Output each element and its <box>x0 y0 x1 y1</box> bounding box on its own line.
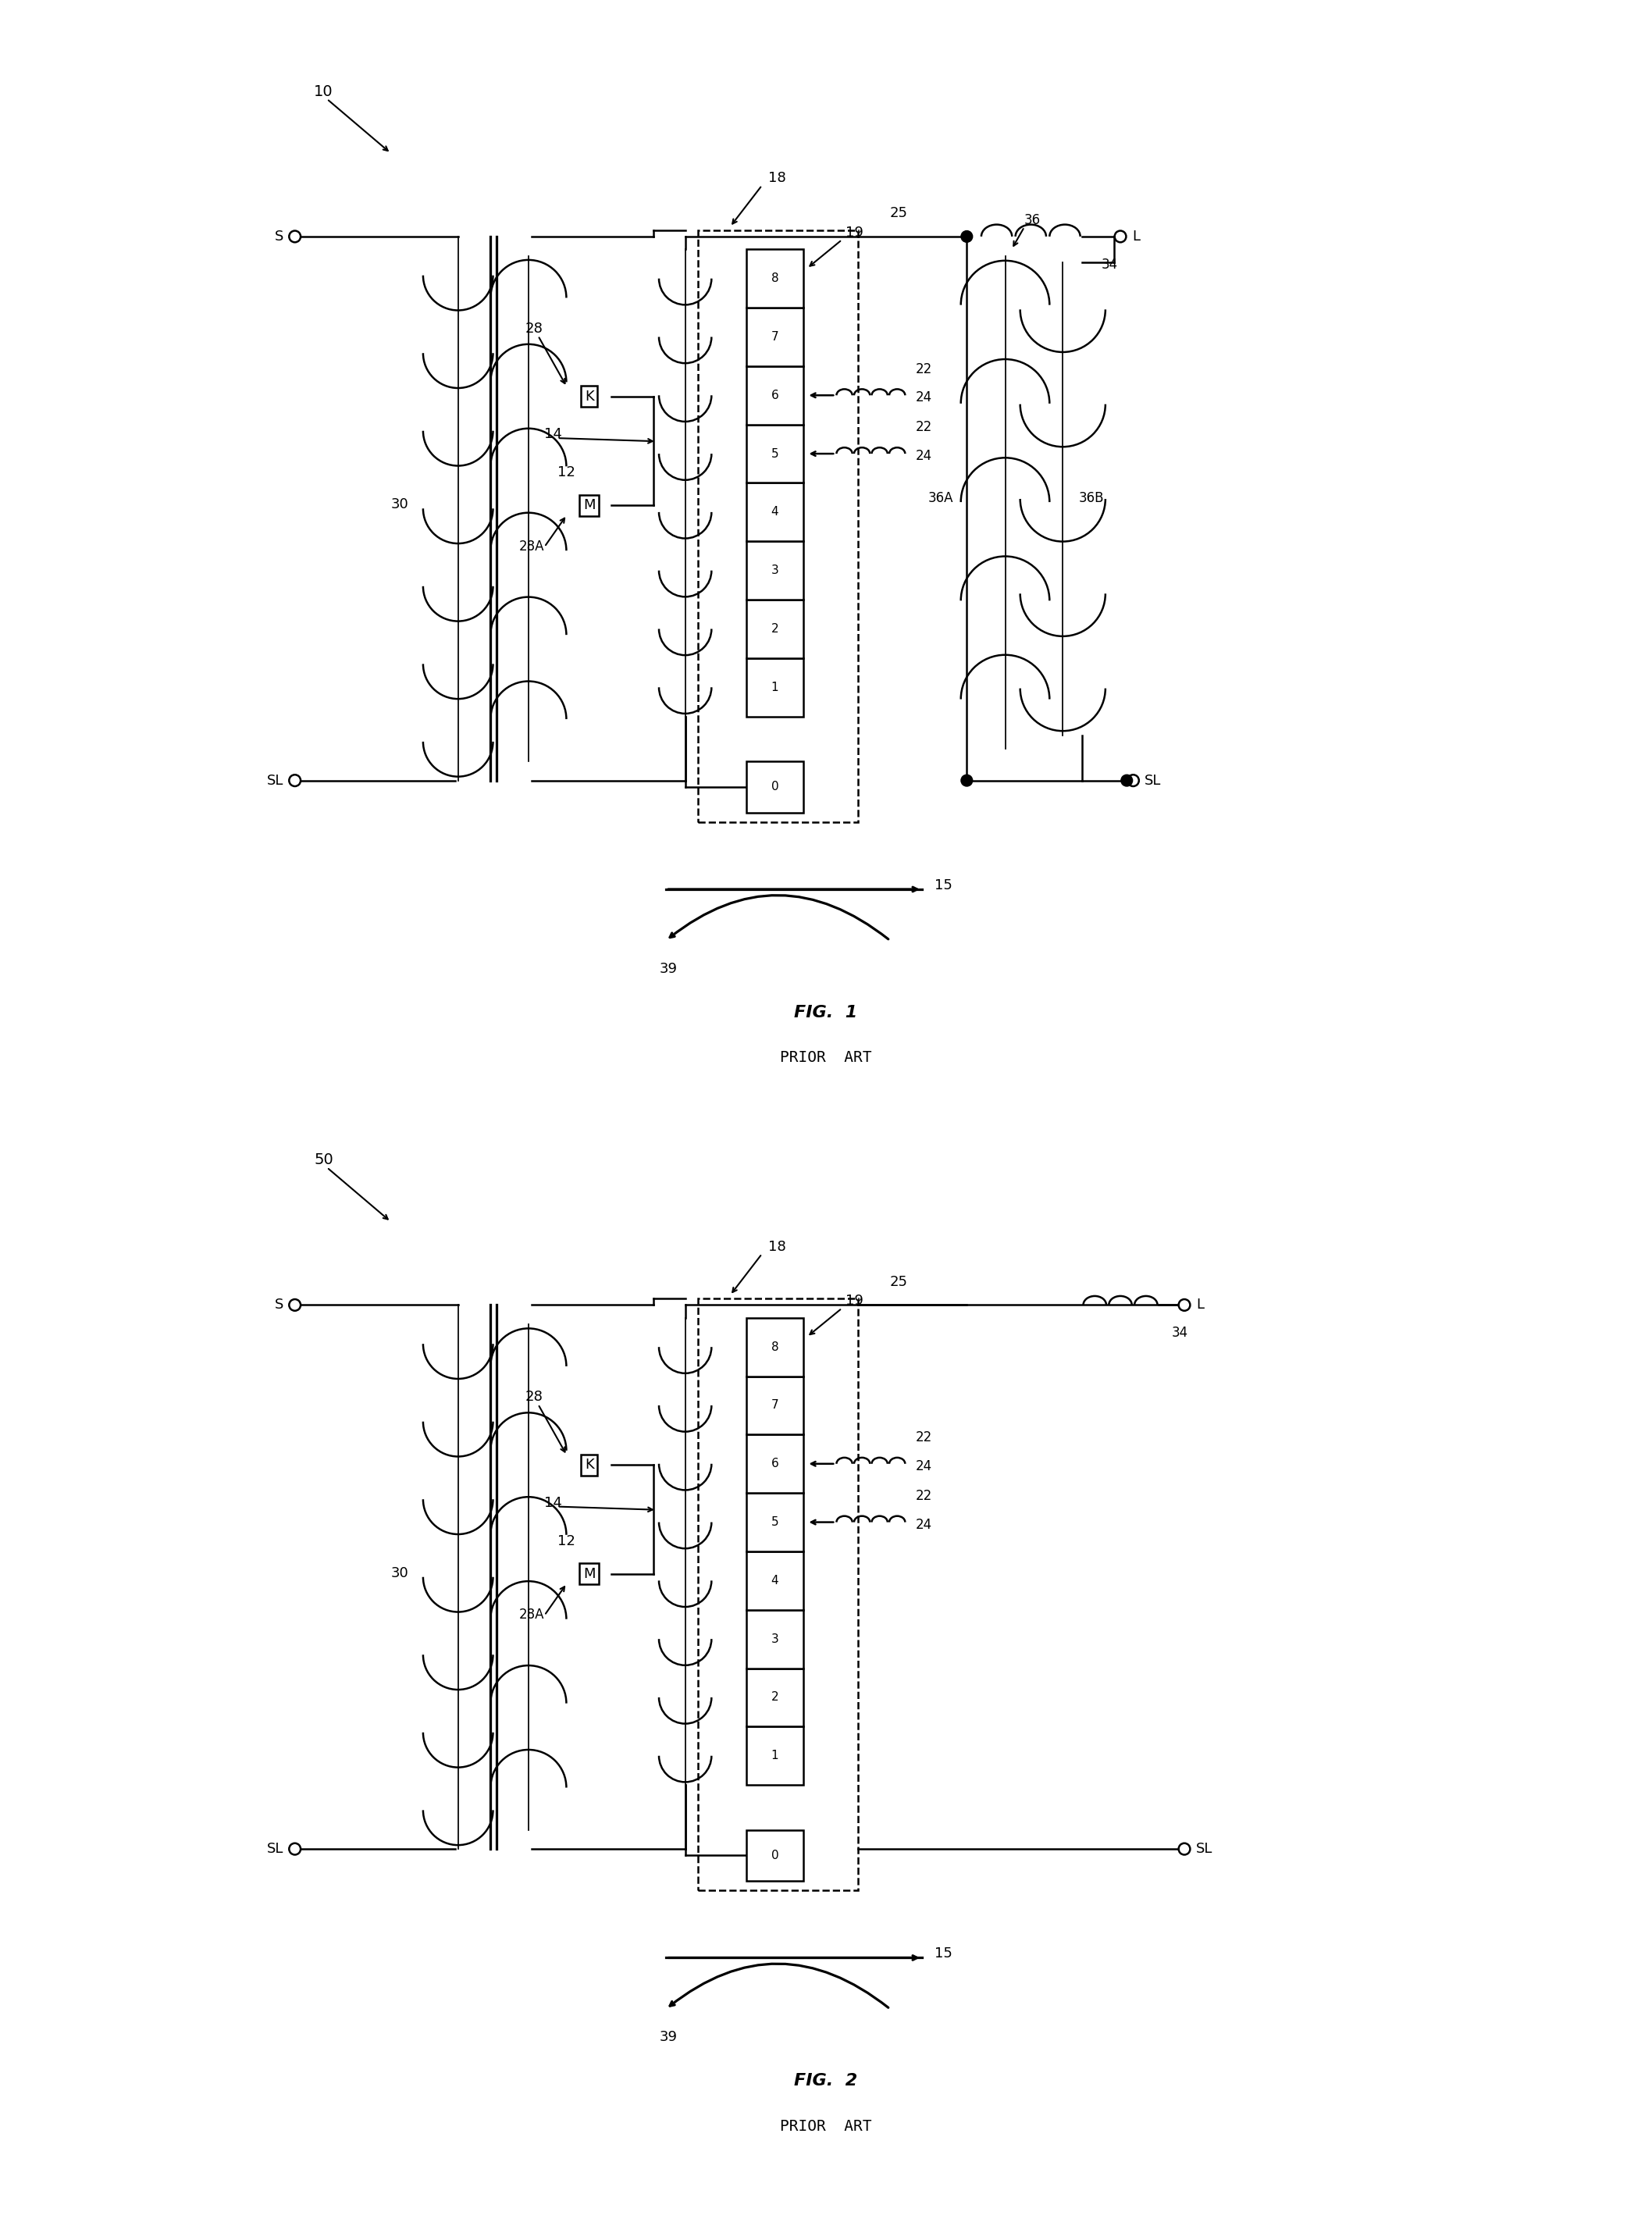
Text: 25: 25 <box>890 1275 909 1289</box>
Text: 15: 15 <box>935 879 953 893</box>
Text: 24: 24 <box>915 1460 932 1474</box>
Circle shape <box>1122 775 1133 786</box>
Bar <box>747 1434 803 1494</box>
Circle shape <box>961 775 973 786</box>
Text: 3: 3 <box>771 565 778 577</box>
Text: 7: 7 <box>771 1400 778 1411</box>
Text: 28: 28 <box>525 1389 544 1405</box>
Text: 19: 19 <box>846 1293 862 1309</box>
Text: 10: 10 <box>314 85 334 98</box>
Text: 34: 34 <box>1102 258 1118 272</box>
Text: 12: 12 <box>557 1534 575 1547</box>
Text: PRIOR  ART: PRIOR ART <box>780 2119 872 2135</box>
Bar <box>747 365 803 425</box>
Text: 22: 22 <box>915 1489 932 1503</box>
Bar <box>747 1830 803 1881</box>
Text: 36B: 36B <box>1079 492 1104 505</box>
Text: 8: 8 <box>771 272 778 285</box>
Text: 6: 6 <box>771 390 778 401</box>
Text: 22: 22 <box>915 1431 932 1445</box>
Bar <box>699 229 857 821</box>
Text: 0: 0 <box>771 781 778 792</box>
Text: 22: 22 <box>915 421 932 434</box>
Text: M: M <box>583 499 595 512</box>
Text: K: K <box>585 390 593 403</box>
Bar <box>747 483 803 541</box>
Text: M: M <box>583 1567 595 1580</box>
Text: FIG.  1: FIG. 1 <box>795 1004 857 1020</box>
Text: 14: 14 <box>545 1496 562 1509</box>
Bar <box>747 1376 803 1434</box>
Text: FIG.  2: FIG. 2 <box>795 2072 857 2088</box>
Text: 22: 22 <box>915 363 932 376</box>
Text: SL: SL <box>266 772 284 788</box>
Text: 14: 14 <box>545 427 562 441</box>
Text: 28: 28 <box>525 321 544 336</box>
Text: 24: 24 <box>915 450 932 463</box>
Text: 5: 5 <box>771 1516 778 1527</box>
Text: 2: 2 <box>771 623 778 634</box>
Text: L: L <box>1132 229 1140 243</box>
Text: 1: 1 <box>771 1750 778 1761</box>
Text: 8: 8 <box>771 1340 778 1353</box>
Text: 12: 12 <box>557 465 575 479</box>
Text: 30: 30 <box>392 499 408 512</box>
Text: 36A: 36A <box>928 492 953 505</box>
Bar <box>747 425 803 483</box>
Bar <box>747 761 803 812</box>
Text: PRIOR  ART: PRIOR ART <box>780 1051 872 1066</box>
Text: S: S <box>274 229 284 243</box>
Text: SL: SL <box>1196 1841 1213 1856</box>
Bar <box>699 1298 857 1890</box>
Text: 18: 18 <box>768 1240 786 1253</box>
Text: 2: 2 <box>771 1692 778 1703</box>
Text: 5: 5 <box>771 447 778 459</box>
Text: 19: 19 <box>846 225 862 240</box>
Text: S: S <box>274 1298 284 1311</box>
Text: SL: SL <box>1145 772 1161 788</box>
Text: 39: 39 <box>659 962 677 975</box>
Bar <box>747 1609 803 1667</box>
Text: 28A: 28A <box>519 1607 544 1623</box>
Text: L: L <box>1196 1298 1204 1311</box>
Bar <box>747 1552 803 1609</box>
Bar <box>747 249 803 307</box>
Text: 28A: 28A <box>519 539 544 554</box>
Bar <box>747 599 803 659</box>
Text: 18: 18 <box>768 171 786 185</box>
Text: 24: 24 <box>915 1518 932 1531</box>
Text: 4: 4 <box>771 505 778 519</box>
Bar <box>747 1727 803 1785</box>
Bar <box>747 541 803 599</box>
Text: 24: 24 <box>915 392 932 405</box>
Text: 36: 36 <box>1024 214 1041 227</box>
Text: 7: 7 <box>771 332 778 343</box>
Bar <box>747 1318 803 1376</box>
Text: 0: 0 <box>771 1850 778 1861</box>
Text: 34: 34 <box>1171 1327 1188 1340</box>
Bar <box>747 1667 803 1727</box>
Bar <box>747 307 803 365</box>
Text: K: K <box>585 1458 593 1471</box>
Text: 39: 39 <box>659 2030 677 2043</box>
Circle shape <box>961 232 973 243</box>
Text: 15: 15 <box>935 1948 953 1961</box>
Text: 6: 6 <box>771 1458 778 1469</box>
Text: 1: 1 <box>771 681 778 692</box>
Bar <box>747 1494 803 1552</box>
Text: 50: 50 <box>314 1153 334 1166</box>
Text: 25: 25 <box>890 207 909 220</box>
Text: SL: SL <box>266 1841 284 1856</box>
Text: 3: 3 <box>771 1634 778 1645</box>
Bar <box>747 659 803 717</box>
Text: 30: 30 <box>392 1567 408 1580</box>
Text: 4: 4 <box>771 1574 778 1587</box>
